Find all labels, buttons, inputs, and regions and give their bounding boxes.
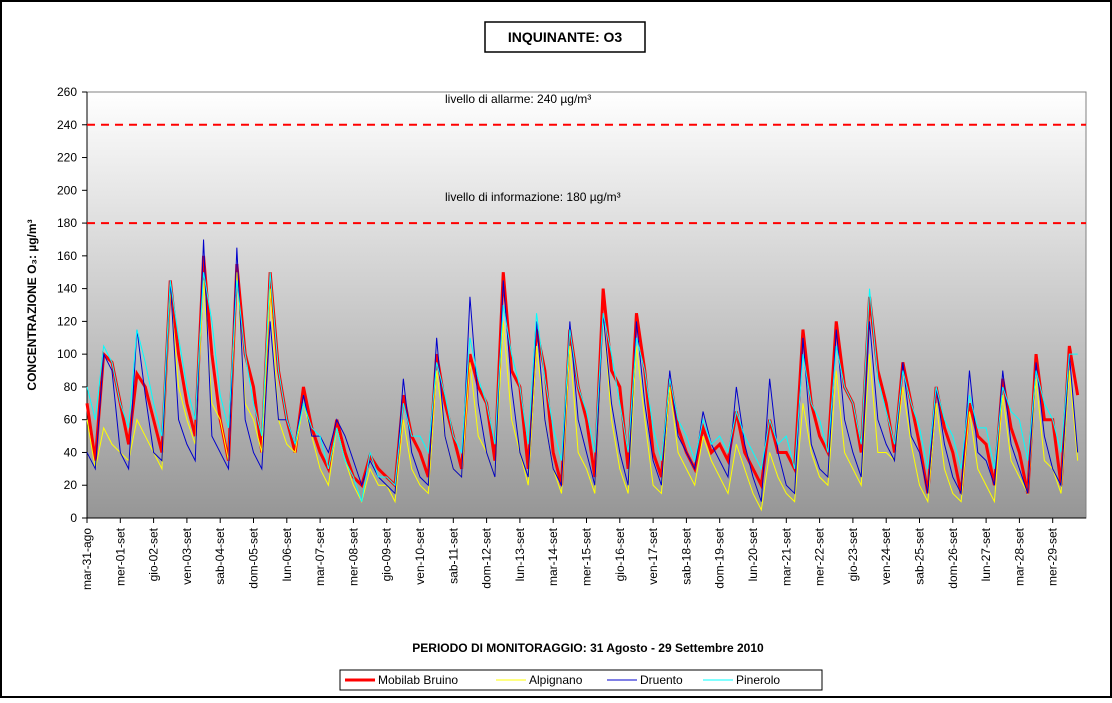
y-tick-label: 260 (57, 85, 77, 99)
x-tick-label: dom-05-set (247, 527, 261, 588)
x-tick-label: sab-04-set (213, 527, 227, 584)
x-tick-label: gio-02-set (147, 527, 161, 581)
y-tick-label: 180 (57, 216, 77, 230)
x-tick-label: sab-18-set (679, 527, 693, 584)
y-tick-label: 120 (57, 314, 77, 328)
x-axis-title: PERIODO DI MONITORAGGIO: 31 Agosto - 29 … (412, 641, 764, 655)
legend-label: Alpignano (529, 673, 583, 687)
reference-label: livello di informazione: 180 µg/m³ (445, 190, 621, 204)
x-tick-label: ven-10-set (413, 527, 427, 584)
y-tick-label: 40 (64, 445, 78, 459)
y-tick-label: 20 (64, 478, 78, 492)
x-tick-label: gio-23-set (846, 527, 860, 581)
x-tick-label: lun-06-set (280, 527, 294, 581)
x-tick-label: mar-07-set (313, 527, 327, 586)
x-tick-label: mar-21-set (779, 527, 793, 586)
x-tick-label: ven-17-set (646, 527, 660, 584)
x-tick-label: mar-14-set (546, 527, 560, 586)
x-tick-label: ven-24-set (879, 527, 893, 584)
x-tick-label: sab-11-set (446, 527, 460, 583)
x-tick-label: gio-09-set (380, 527, 394, 581)
x-tick-label: mer-15-set (580, 527, 594, 586)
x-tick-label: dom-12-set (480, 527, 494, 588)
x-tick-label: gio-16-set (613, 527, 627, 581)
y-tick-label: 80 (64, 380, 78, 394)
x-tick-label: sab-25-set (913, 527, 927, 584)
reference-label: livello di allarme: 240 µg/m³ (445, 92, 591, 106)
y-tick-label: 0 (70, 511, 77, 525)
x-tick-label: lun-20-set (746, 527, 760, 581)
x-tick-label: mar-31-ago (80, 528, 94, 590)
series-line (86, 272, 1078, 502)
x-tick-label: mer-01-set (113, 527, 127, 586)
legend-label: Mobilab Bruino (378, 673, 458, 687)
x-tick-label: mer-22-set (813, 527, 827, 586)
x-tick-label: lun-13-set (513, 527, 527, 581)
legend-box (339, 669, 823, 691)
y-tick-label: 60 (64, 413, 78, 427)
y-tick-label: 200 (57, 183, 77, 197)
y-tick-label: 240 (57, 118, 77, 132)
x-tick-label: mer-29-set (1046, 527, 1060, 586)
y-tick-label: 140 (57, 282, 77, 296)
y-tick-label: 220 (57, 151, 77, 165)
chart-title: INQUINANTE: O3 (508, 29, 623, 45)
series-line (86, 272, 1079, 512)
x-tick-label: dom-19-set (713, 527, 727, 588)
series-line (85, 255, 1080, 494)
y-tick-label: 100 (57, 347, 77, 361)
x-tick-label: mar-28-set (1012, 527, 1026, 586)
x-tick-label: lun-27-set (979, 527, 993, 581)
x-tick-label: ven-03-set (180, 527, 194, 584)
y-axis-title: CONCENTRAZIONE O₃: µg/m³ (25, 219, 39, 390)
legend-label: Druento (640, 673, 683, 687)
title-box (484, 21, 646, 53)
legend-label: Pinerolo (736, 673, 780, 687)
x-tick-label: dom-26-set (946, 527, 960, 588)
y-tick-label: 160 (57, 249, 77, 263)
x-tick-label: mer-08-set (346, 527, 360, 586)
legend: Mobilab Bruino Alpignano Druento Pinerolo (339, 669, 823, 691)
series-line (86, 239, 1079, 502)
